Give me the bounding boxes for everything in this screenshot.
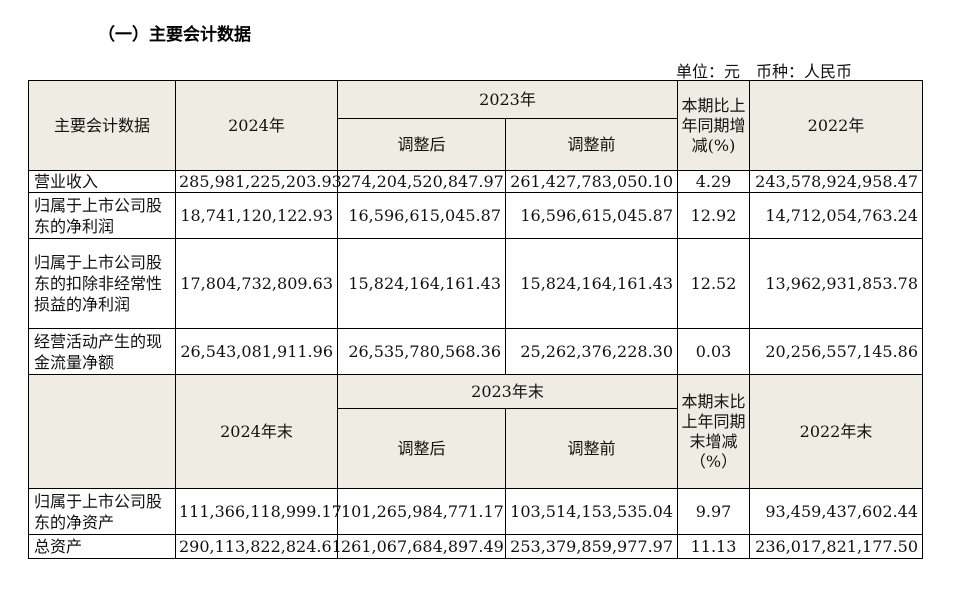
header-2022: 2022年 [749, 80, 924, 171]
cell-2023-original: 103,514,153,535.04 [504, 488, 679, 535]
cell-change: 4.29 [677, 170, 751, 193]
cell-2023-original: 253,379,859,977.97 [504, 534, 679, 559]
cell-2024: 290,113,822,824.61 [175, 534, 342, 559]
table-row: 归属于上市公司股东的净资产 111,366,118,999.17 101,265… [28, 488, 924, 535]
table-row: 归属于上市公司股东的净利润 18,741,120,122.93 16,596,6… [28, 192, 924, 239]
cell-2022: 93,459,437,602.44 [749, 488, 924, 535]
header-change-end-pct: 本期末比上年同期末增减（%） [677, 374, 751, 489]
cell-2022: 243,578,924,958.47 [749, 170, 924, 193]
header-2024-end: 2024年末 [175, 374, 338, 489]
table-row: 经营活动产生的现金流量净额 26,543,081,911.96 26,535,7… [28, 328, 924, 375]
cell-2023-original: 261,427,783,050.10 [504, 170, 679, 193]
cell-2023-adjusted: 101,265,984,771.17 [337, 488, 506, 535]
table-row: 总资产 290,113,822,824.61 261,067,684,897.4… [28, 534, 924, 559]
cell-2023-adjusted: 261,067,684,897.49 [337, 534, 506, 559]
header-main-data: 主要会计数据 [28, 80, 176, 171]
header-blank [28, 374, 176, 489]
cell-2022: 236,017,821,177.50 [749, 534, 924, 559]
section-title: （一）主要会计数据 [98, 25, 251, 45]
row-label: 总资产 [28, 534, 176, 559]
table-row: 归属于上市公司股东的扣除非经常性损益的净利润 17,804,732,809.63… [28, 238, 924, 329]
cell-2024: 18,741,120,122.93 [175, 192, 338, 239]
table-row: 营业收入 285,981,225,203.93 274,204,520,847.… [28, 170, 924, 193]
cell-2023-adjusted: 274,204,520,847.97 [337, 170, 506, 193]
cell-2022: 13,962,931,853.78 [749, 238, 924, 329]
row-label: 经营活动产生的现金流量净额 [28, 328, 176, 375]
header-2024: 2024年 [175, 80, 338, 171]
unit-line: 单位：元 币种：人民币 [675, 62, 852, 81]
cell-2022: 20,256,557,145.86 [749, 328, 924, 375]
cell-2024: 285,981,225,203.93 [175, 170, 342, 193]
row-label: 归属于上市公司股东的净资产 [28, 488, 176, 535]
cell-change: 9.97 [677, 488, 751, 535]
header-2023-original: 调整前 [504, 118, 679, 171]
cell-2024: 26,543,081,911.96 [175, 328, 338, 375]
cell-change: 0.03 [677, 328, 751, 375]
cell-2023-adjusted: 16,596,615,045.87 [337, 192, 506, 239]
cell-2023-adjusted: 26,535,780,568.36 [337, 328, 506, 375]
accounting-data-table: 主要会计数据 2024年 2023年 本期比上年同期增减(%) 2022年 调整… [28, 80, 924, 559]
cell-2023-original: 25,262,376,228.30 [504, 328, 679, 375]
cell-2022: 14,712,054,763.24 [749, 192, 924, 239]
header-2023-end-group: 2023年末 [336, 374, 679, 409]
cell-change: 12.52 [677, 238, 751, 329]
header-2023-group: 2023年 [336, 80, 679, 119]
cell-2023-original: 16,596,615,045.87 [504, 192, 679, 239]
cell-2024: 111,366,118,999.17 [175, 488, 342, 535]
header-2023-adjusted: 调整后 [337, 118, 506, 171]
header-2023-end-adjusted: 调整后 [337, 408, 506, 489]
header-change-pct: 本期比上年同期增减(%) [677, 80, 751, 171]
cell-change: 12.92 [677, 192, 751, 239]
row-label: 营业收入 [28, 170, 176, 193]
cell-2023-adjusted: 15,824,164,161.43 [337, 238, 506, 329]
header-2023-end-original: 调整前 [504, 408, 679, 489]
row-label: 归属于上市公司股东的净利润 [28, 192, 176, 239]
cell-2024: 17,804,732,809.63 [175, 238, 338, 329]
row-label: 归属于上市公司股东的扣除非经常性损益的净利润 [28, 238, 176, 329]
cell-2023-original: 15,824,164,161.43 [504, 238, 679, 329]
header-2022-end: 2022年末 [749, 374, 924, 489]
cell-change: 11.13 [677, 534, 751, 559]
